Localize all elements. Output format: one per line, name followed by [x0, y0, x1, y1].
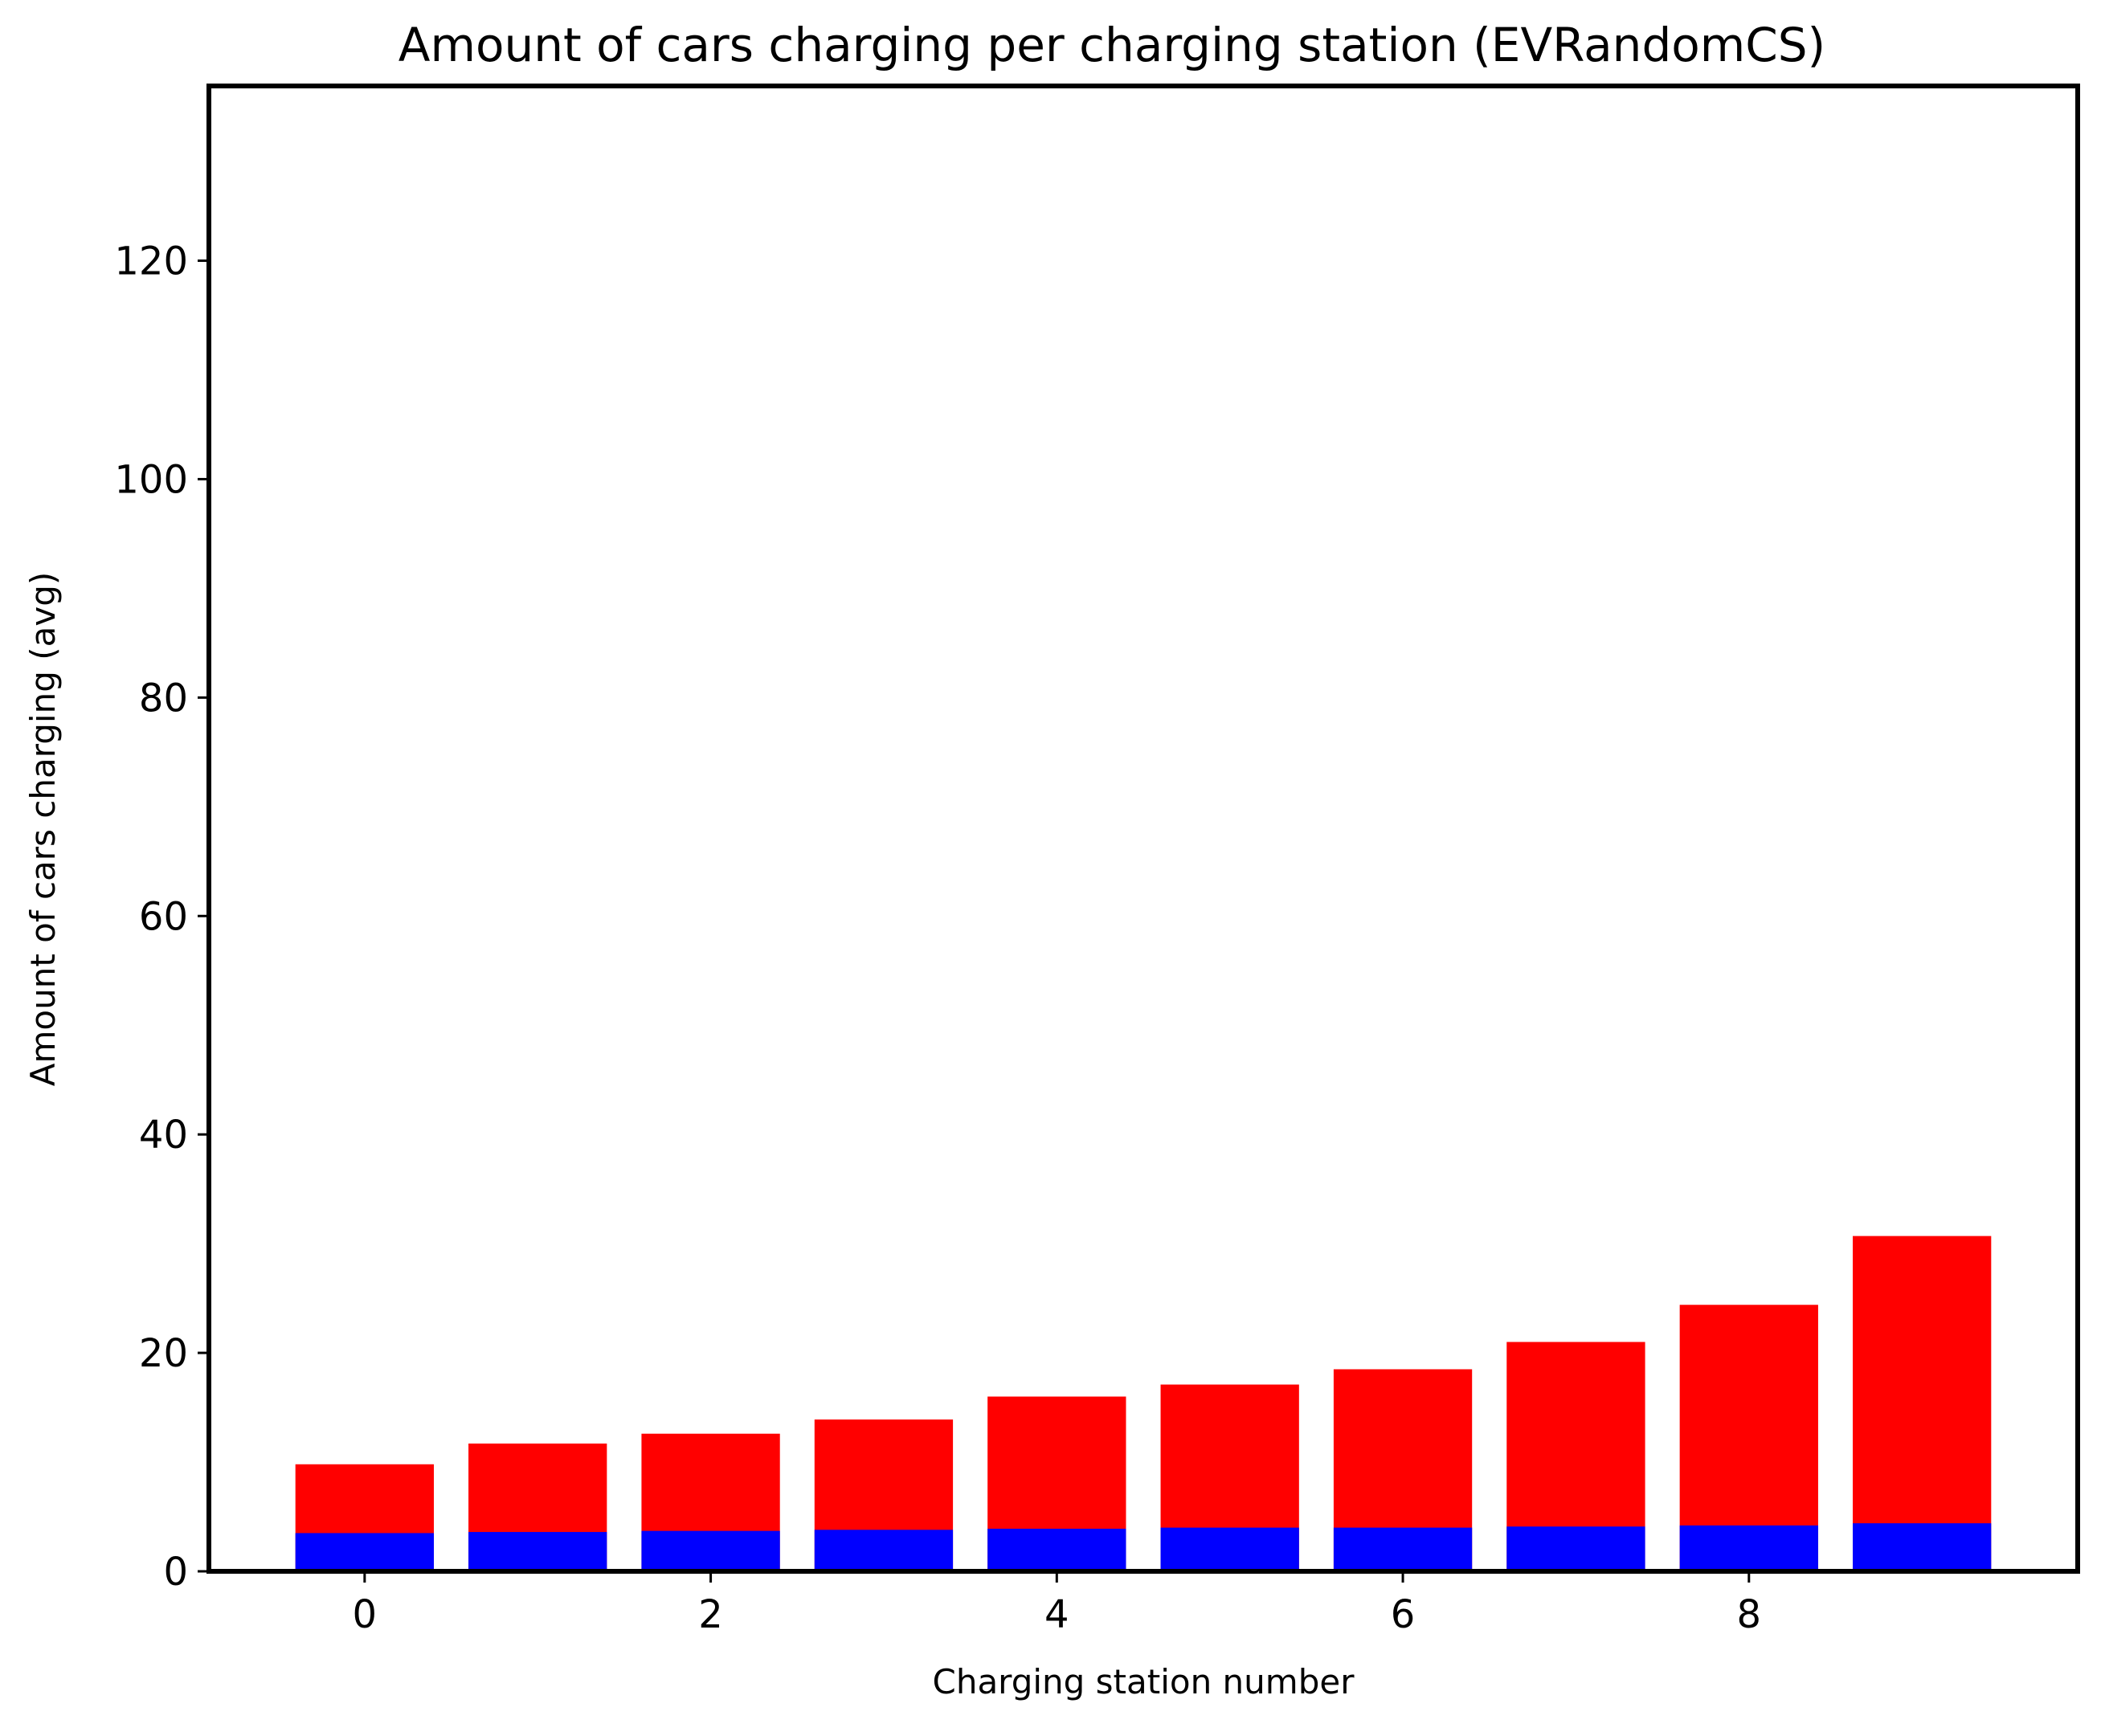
- x-tick-label: 8: [1737, 1592, 1762, 1637]
- x-tick-label: 6: [1391, 1592, 1416, 1637]
- bar-series1-station-9: [1853, 1523, 1992, 1571]
- y-tick-label: 120: [114, 239, 188, 284]
- x-tick-label: 2: [698, 1592, 723, 1637]
- bar-series1-station-7: [1506, 1526, 1645, 1571]
- bar-series1-station-4: [987, 1528, 1126, 1571]
- bar-series1-station-2: [641, 1530, 780, 1571]
- y-tick-label: 20: [139, 1331, 188, 1376]
- bar-series1-station-5: [1160, 1527, 1299, 1571]
- x-tick-label: 0: [353, 1592, 378, 1637]
- y-axis-label: Amount of cars charging (avg): [23, 572, 63, 1087]
- y-tick-label: 0: [163, 1550, 188, 1595]
- bar-series0-station-9: [1853, 1236, 1992, 1571]
- x-tick-label: 4: [1044, 1592, 1069, 1637]
- bar-series1-station-0: [295, 1533, 434, 1571]
- y-tick-label: 40: [139, 1113, 188, 1158]
- bar-series1-station-6: [1333, 1527, 1473, 1571]
- plot-frame: [206, 84, 2080, 1574]
- y-tick-label: 60: [139, 894, 188, 939]
- y-tick-label: 100: [114, 457, 188, 502]
- bar-series1-station-1: [468, 1532, 607, 1571]
- bar-series1-station-8: [1679, 1525, 1818, 1571]
- bars-group: [295, 1236, 1992, 1571]
- bar-series1-station-3: [814, 1530, 954, 1571]
- x-axis-label: Charging station number: [933, 1662, 1355, 1701]
- chart-title: Amount of cars charging per charging sta…: [399, 18, 1825, 72]
- y-tick-label: 80: [139, 676, 188, 721]
